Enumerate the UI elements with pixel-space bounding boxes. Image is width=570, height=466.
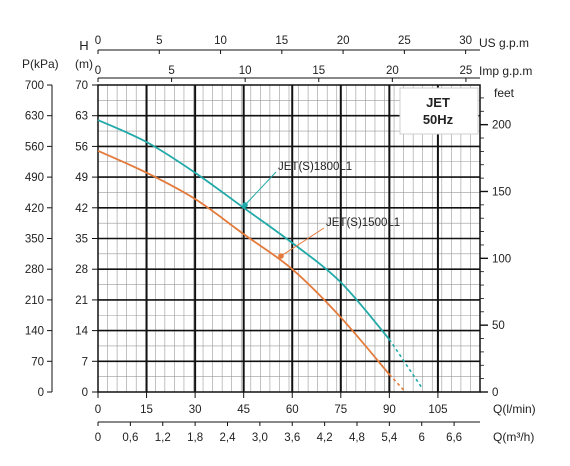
y-head-label-top: H [79, 38, 88, 53]
x-flow-lpm-tick-label: 15 [140, 404, 153, 416]
x-flow-m3h-tick-label: 4,2 [317, 432, 333, 444]
x-imp-gpm-label: Imp g.p.m [479, 64, 532, 78]
x-flow-lpm-tick-label: 75 [334, 404, 347, 416]
y-pressure-tick-label: 210 [25, 295, 44, 307]
y-feet-tick-label: 150 [492, 186, 511, 198]
y-head-tick-label: 49 [75, 172, 88, 184]
series-marker [242, 202, 248, 208]
x-flow-m3h-tick-label: 4,8 [349, 432, 365, 444]
chart-subtitle: 50Hz [423, 112, 454, 127]
x-flow-lpm-tick-label: 60 [286, 404, 299, 416]
y-pressure-tick-label: 630 [25, 111, 44, 123]
y-feet-tick-label: 50 [492, 320, 505, 332]
y-pressure-tick-label: 0 [38, 387, 44, 399]
y-feet-tick-label: 100 [492, 253, 511, 265]
y-pressure-tick-label: 140 [25, 326, 44, 338]
x-flow-m3h-tick-label: 3,0 [252, 432, 268, 444]
x-imp-gpm-tick-label: 15 [312, 65, 325, 77]
x-flow-m3h-tick-label: 1,8 [187, 432, 203, 444]
x-imp-gpm-tick-label: 25 [460, 65, 473, 77]
y-pressure-tick-label: 70 [31, 356, 44, 368]
series-label: JET(S)1800L1 [278, 161, 352, 173]
y-head-tick-label: 35 [75, 234, 88, 246]
x-us-gpm-tick-label: 25 [398, 35, 411, 47]
x-flow-lpm-label: Q(l/min) [493, 402, 536, 416]
x-flow-m3h-label: Q(m³/h) [493, 430, 534, 444]
series-curve-tail [388, 338, 423, 389]
curves: JET(S)1800L1 JET(S)1500L1 [97, 119, 423, 393]
y-head-label: (m) [75, 57, 93, 71]
x-imp-gpm-tick-label: 0 [95, 65, 101, 77]
x-us-gpm-label: US g.p.m [479, 36, 529, 50]
y-head-tick-label: 56 [75, 141, 88, 153]
y-head-tick-label: 21 [75, 295, 88, 307]
y-feet-label: feet [494, 86, 515, 100]
y-pressure-tick-label: 490 [25, 172, 44, 184]
x-flow-lpm-tick-label: 45 [237, 404, 250, 416]
x-flow-m3h-tick-label: 0 [95, 432, 101, 444]
x-us-gpm-tick-label: 20 [337, 35, 350, 47]
y-feet-tick-label: 200 [492, 120, 511, 132]
series-curve [97, 119, 391, 340]
y-pressure-tick-label: 700 [25, 80, 44, 92]
x-us-gpm-tick-label: 5 [156, 35, 162, 47]
y-head-tick-label: 42 [75, 203, 88, 215]
x-flow-m3h-tick-label: 5,4 [381, 432, 398, 444]
x-flow-m3h-tick-label: 2,4 [219, 432, 236, 444]
x-flow-lpm-tick-label: 105 [428, 404, 447, 416]
y-head-tick-label: 28 [75, 264, 88, 276]
series-curve [97, 149, 391, 376]
y-feet-tick-label: 0 [492, 387, 498, 399]
series-label: JET(S)1500L1 [326, 217, 400, 229]
x-flow-m3h-tick-label: 6,6 [446, 432, 462, 444]
y-pressure-tick-label: 420 [25, 203, 44, 215]
x-imp-gpm-tick-label: 5 [168, 65, 174, 77]
x-flow-lpm-tick-label: 0 [95, 404, 101, 416]
x-us-gpm-tick-label: 30 [459, 35, 472, 47]
axes-ticks: 0714212835424956637007014021028035042049… [25, 35, 511, 444]
y-pressure-tick-label: 560 [25, 141, 44, 153]
x-imp-gpm-tick-label: 20 [386, 65, 399, 77]
y-head-tick-label: 7 [82, 356, 88, 368]
series-leader-line [280, 227, 325, 257]
y-head-tick-label: 63 [75, 111, 88, 123]
y-pressure-label: P(kPa) [22, 57, 59, 71]
grid-lines [98, 85, 480, 392]
x-flow-m3h-tick-label: 3,6 [284, 432, 300, 444]
x-flow-m3h-tick-label: 1,2 [155, 432, 171, 444]
x-us-gpm-tick-label: 0 [95, 35, 101, 47]
series-marker [278, 253, 284, 259]
y-head-tick-label: 14 [75, 326, 88, 338]
x-us-gpm-tick-label: 15 [275, 35, 288, 47]
series-curve-tail [388, 373, 407, 393]
x-us-gpm-tick-label: 10 [214, 35, 227, 47]
x-flow-m3h-tick-label: 0,6 [122, 432, 138, 444]
y-head-tick-label: 0 [82, 387, 88, 399]
y-pressure-tick-label: 350 [25, 234, 44, 246]
y-head-tick-label: 70 [75, 80, 88, 92]
chart-title: JET [426, 95, 450, 110]
y-pressure-tick-label: 280 [25, 264, 44, 276]
x-imp-gpm-tick-label: 10 [239, 65, 252, 77]
title-badge-box [399, 87, 479, 135]
x-flow-lpm-tick-label: 90 [383, 404, 396, 416]
series-leader-line [244, 171, 277, 206]
x-flow-lpm-tick-label: 30 [189, 404, 202, 416]
x-flow-m3h-tick-label: 6 [419, 432, 425, 444]
